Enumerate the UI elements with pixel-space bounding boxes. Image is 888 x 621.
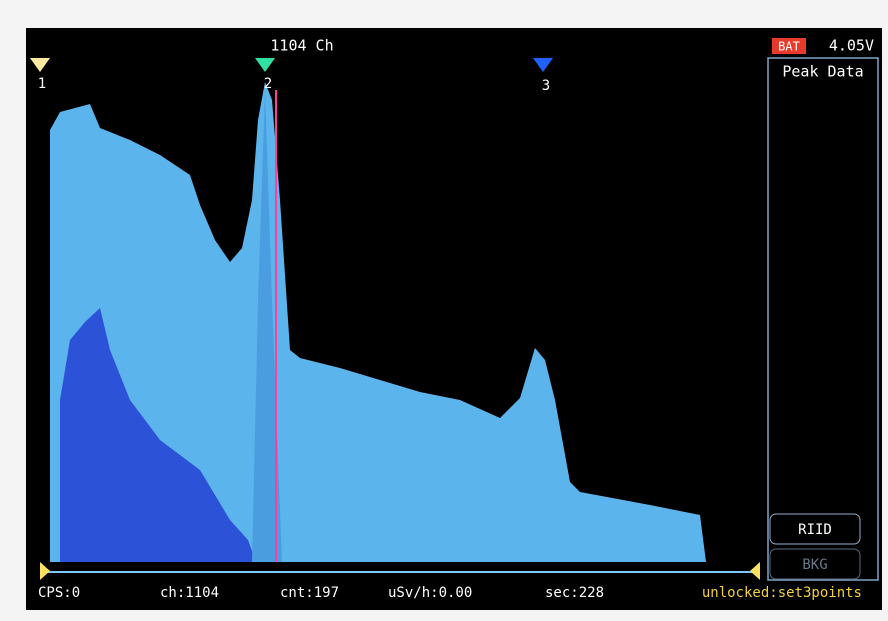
button-label[interactable]: RIID: [798, 522, 832, 538]
marker-label: 1: [38, 76, 46, 92]
page: 1 2 3 1104 Ch BAT 4.05V Peak Data RIID B…: [0, 0, 888, 621]
status-item: ch:1104: [160, 585, 219, 601]
status-item: sec:228: [545, 585, 604, 601]
marker-label: 3: [542, 78, 550, 94]
channel-title: 1104 Ch: [270, 37, 333, 55]
panel-title: Peak Data: [782, 63, 863, 81]
status-item: cnt:197: [280, 585, 339, 601]
marker-label: 2: [264, 76, 272, 92]
battery-label: BAT: [778, 40, 800, 54]
button-label[interactable]: BKG: [802, 557, 827, 573]
status-item: uSv/h:0.00: [388, 585, 472, 601]
status-mode: unlocked:set3points: [702, 585, 862, 601]
battery-voltage: 4.05V: [829, 37, 874, 55]
device-screen: 1 2 3 1104 Ch BAT 4.05V Peak Data RIID B…: [0, 0, 888, 621]
status-item: CPS:0: [38, 585, 80, 601]
